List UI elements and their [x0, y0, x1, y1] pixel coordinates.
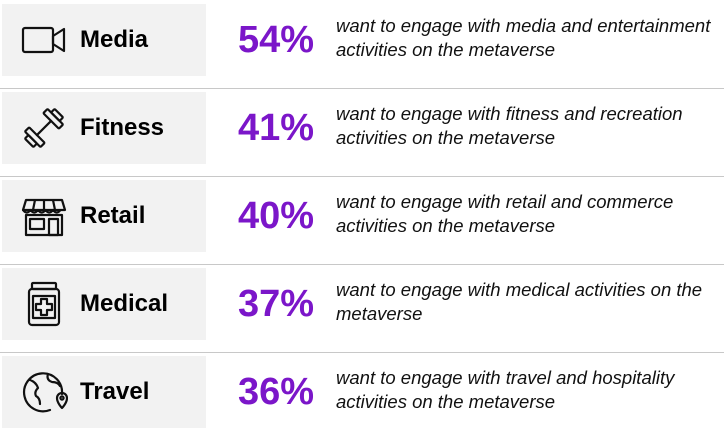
category-panel: Fitness [2, 92, 206, 164]
percent-value: 54% [238, 19, 315, 61]
list-item: Medical 37% want to engage with medical … [0, 264, 724, 353]
category-description: want to engage with medical activities o… [336, 279, 703, 324]
divider [0, 88, 724, 89]
percent-value: 37% [238, 283, 315, 325]
category-description: want to engage with fitness and recreati… [336, 103, 683, 148]
storefront-icon [18, 192, 70, 240]
category-label: Travel [80, 378, 150, 405]
percent-value: 36% [238, 371, 315, 413]
category-description: want to engage with retail and commerce … [336, 191, 674, 236]
category-label: Retail [80, 202, 146, 229]
category-label: Media [80, 26, 149, 53]
list-item: Fitness 41% want to engage with fitness … [0, 88, 724, 177]
percent-value: 40% [238, 195, 315, 237]
divider [0, 176, 724, 177]
category-description: want to engage with travel and hospitali… [336, 367, 675, 412]
list-item: Travel 36% want to engage with travel an… [0, 352, 724, 440]
divider [0, 352, 724, 353]
globe-pin-icon [18, 368, 70, 416]
list-item: Media 54% want to engage with media and … [0, 0, 724, 89]
dumbbell-icon [18, 104, 70, 152]
category-panel: Travel [2, 356, 206, 428]
category-description: want to engage with media and entertainm… [336, 15, 711, 60]
video-camera-icon [18, 16, 70, 64]
percent-value: 41% [238, 107, 315, 149]
medicine-jar-icon [18, 280, 70, 328]
divider [0, 264, 724, 265]
category-panel: Media [2, 4, 206, 76]
list-item: Retail 40% want to engage with retail an… [0, 176, 724, 265]
category-panel: Medical [2, 268, 206, 340]
category-label: Fitness [80, 114, 165, 141]
category-label: Medical [80, 290, 169, 317]
category-panel: Retail [2, 180, 206, 252]
